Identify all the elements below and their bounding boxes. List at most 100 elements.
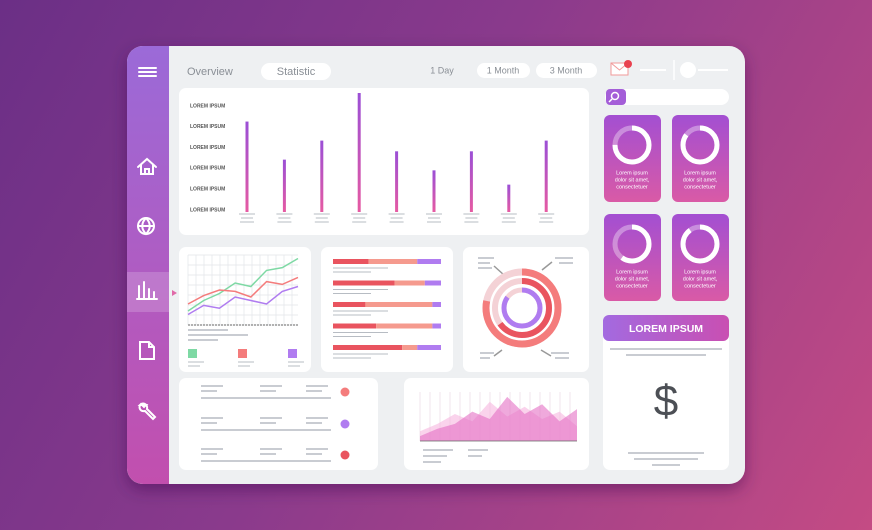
legend-text — [238, 361, 254, 367]
card-text: Lorem ipsum — [616, 170, 648, 176]
bar-caption — [500, 213, 517, 223]
summary-header — [603, 315, 729, 341]
hbar-caption — [333, 267, 388, 273]
hbar-segment — [333, 302, 366, 307]
hbar-segment — [394, 280, 425, 286]
list-dot — [340, 450, 350, 460]
panel — [463, 247, 589, 372]
tab[interactable]: Overview — [187, 66, 233, 78]
range-button[interactable]: 3 Month — [550, 65, 583, 75]
y-label: LOREM IPSUM — [190, 145, 225, 151]
hbar-segment — [417, 345, 441, 350]
menu-icon[interactable] — [138, 67, 157, 77]
card-text: Lorem ipsum — [616, 269, 648, 275]
hbar-segment — [432, 323, 441, 329]
tab-pill — [261, 63, 331, 80]
card-text: consectetuer — [616, 184, 648, 190]
legend-text — [288, 361, 304, 367]
chart-icon[interactable] — [136, 281, 158, 300]
range-button[interactable]: 1 Month — [487, 65, 520, 75]
y-label: LOREM IPSUM — [190, 124, 225, 130]
hbar-segment — [333, 259, 369, 264]
panel — [603, 315, 729, 470]
card-text: consectetuer — [684, 283, 716, 289]
bar — [395, 151, 399, 212]
bar-caption — [239, 213, 255, 223]
search-bar[interactable] — [605, 89, 729, 105]
ring-arc — [501, 287, 543, 329]
legend-swatch — [288, 349, 297, 358]
list-dot — [340, 387, 350, 397]
hbar-segment — [368, 259, 418, 264]
panels — [179, 88, 729, 470]
ring-arc — [680, 125, 720, 165]
settings-icon[interactable] — [137, 402, 157, 421]
document-icon[interactable] — [139, 341, 155, 360]
bar — [544, 140, 548, 212]
ring-arc — [612, 125, 652, 165]
range-button[interactable]: 1 Day — [430, 65, 454, 75]
ring-arc — [482, 268, 562, 348]
hbar-segment — [432, 302, 441, 307]
panel — [179, 88, 589, 235]
sidebar — [127, 46, 169, 484]
header: Overview Statistic 1 Day 1 Month 3 Month — [187, 60, 729, 105]
summary-title: LOREM IPSUM — [629, 323, 703, 335]
card-text: Lorem ipsum — [684, 269, 716, 275]
card-text: Lorem ipsum — [684, 170, 716, 176]
bar-caption — [463, 213, 480, 223]
bar — [357, 93, 361, 212]
y-label: LOREM IPSUM — [190, 166, 225, 172]
hbar-segment — [376, 323, 433, 329]
legend-swatch — [188, 349, 197, 358]
home-icon[interactable] — [137, 157, 157, 175]
legend-text — [188, 361, 204, 367]
bar — [282, 159, 286, 212]
bar-caption — [351, 213, 368, 223]
hbar-segment — [424, 280, 441, 286]
card-text: consectetuer — [616, 283, 648, 289]
search-icon[interactable] — [606, 89, 626, 105]
bar — [320, 140, 324, 212]
bar-caption — [388, 213, 405, 223]
hbar-segment — [333, 280, 395, 286]
card-text: dolor sit amet, — [683, 177, 718, 183]
tab[interactable]: Statistic — [277, 66, 316, 78]
y-label: LOREM IPSUM — [190, 207, 225, 213]
avatar[interactable] — [680, 62, 696, 78]
placeholder-lines — [188, 257, 722, 466]
bar — [245, 121, 249, 212]
list-dot — [340, 419, 350, 429]
line-series — [187, 276, 299, 305]
hbar-segment — [333, 323, 377, 329]
panel — [321, 247, 453, 372]
bar-caption — [276, 213, 293, 223]
card-text: dolor sit amet, — [615, 177, 650, 183]
card-text: dolor sit amet, — [683, 276, 718, 282]
y-label: LOREM IPSUM — [190, 103, 225, 109]
y-label: LOREM IPSUM — [190, 187, 225, 193]
mail-icon[interactable] — [610, 60, 632, 76]
active-pointer — [172, 290, 177, 296]
hbar-caption — [333, 310, 388, 316]
panel — [179, 378, 378, 470]
hbar-caption — [333, 289, 388, 294]
card-text: dolor sit amet, — [615, 276, 650, 282]
area-series — [420, 396, 577, 441]
ring-arc — [680, 224, 720, 264]
line-series — [187, 285, 299, 316]
globe-icon[interactable] — [137, 217, 155, 236]
line-series — [187, 257, 299, 312]
bar — [469, 151, 473, 212]
hbar-segment — [333, 345, 403, 350]
range-pill — [536, 63, 597, 78]
hbar-segment — [365, 302, 433, 307]
bar — [432, 170, 436, 212]
card-text: consectetuer — [684, 184, 716, 190]
hbar-caption — [333, 332, 388, 337]
currency-symbol: $ — [654, 377, 678, 426]
hbar-caption — [333, 353, 388, 359]
ring-arc — [612, 224, 652, 264]
